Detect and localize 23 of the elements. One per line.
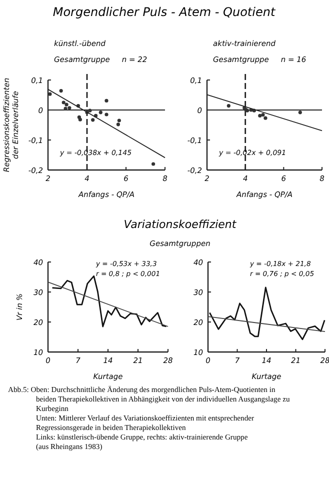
point	[104, 98, 108, 102]
point	[261, 113, 265, 117]
point	[62, 100, 66, 104]
point	[104, 112, 108, 116]
point	[64, 102, 68, 106]
line-series	[208, 286, 326, 340]
point	[59, 89, 63, 93]
point	[88, 108, 92, 112]
point	[264, 116, 268, 120]
point	[226, 104, 230, 108]
point	[116, 122, 120, 126]
point	[98, 110, 102, 114]
point	[298, 110, 302, 114]
point	[91, 118, 95, 122]
point	[152, 162, 156, 166]
chart-title: Morgendlicher Puls - Atem - Quotient	[52, 5, 276, 19]
point	[258, 114, 262, 118]
chart-title: Variationskoeffizient	[124, 218, 237, 231]
point	[78, 118, 82, 122]
point	[48, 92, 52, 96]
point	[68, 106, 72, 110]
point	[117, 118, 121, 122]
point	[64, 106, 68, 110]
